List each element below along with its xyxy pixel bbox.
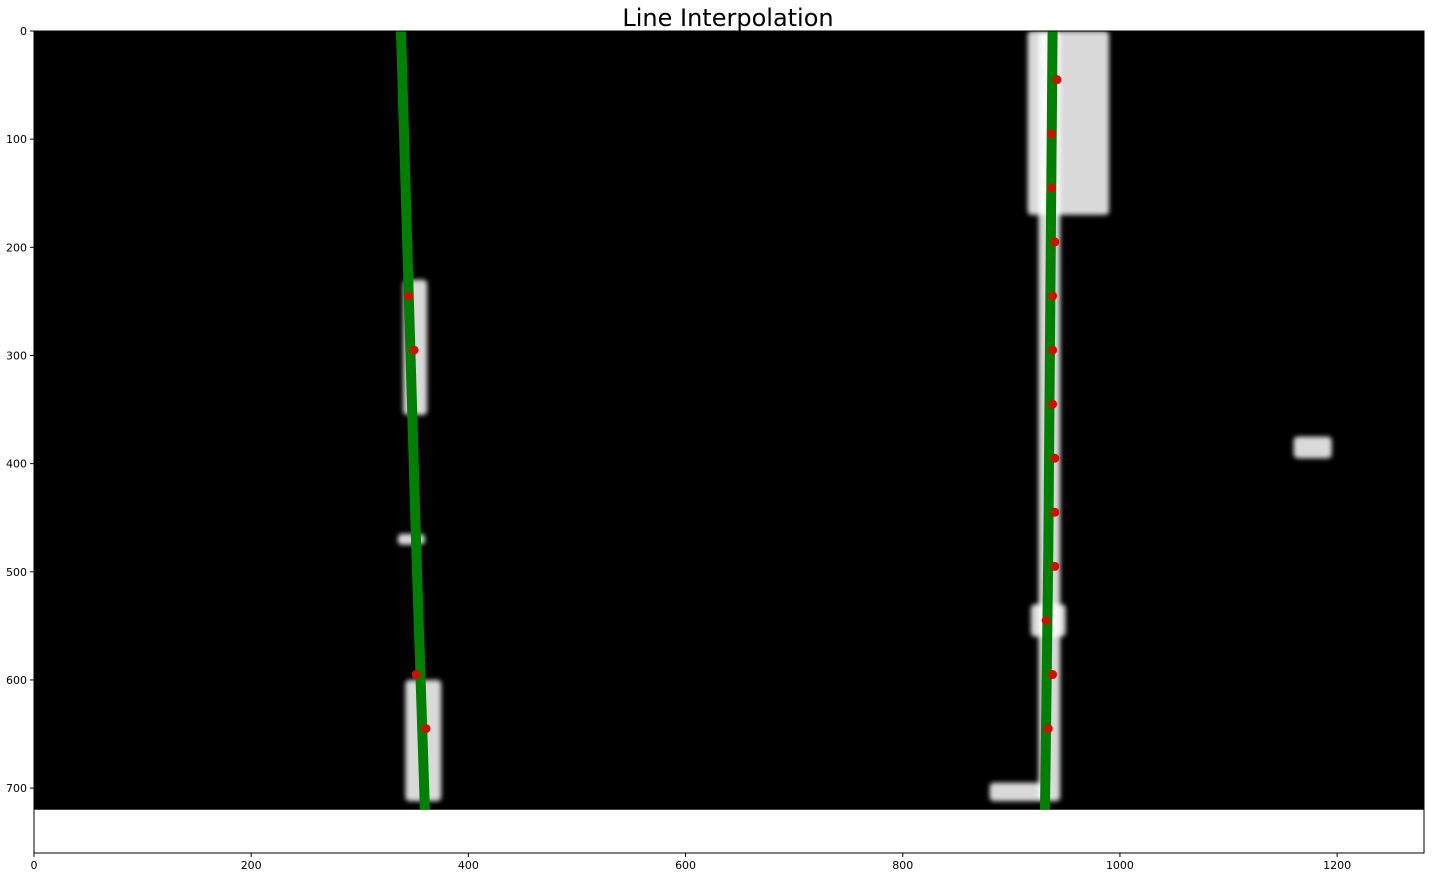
point-left-2	[411, 670, 421, 680]
y-tick-label-300: 300	[6, 349, 27, 362]
y-tick-label-0: 0	[20, 25, 27, 38]
image-background	[34, 31, 1424, 810]
x-tick-label-200: 200	[241, 859, 262, 872]
x-tick-label-400: 400	[458, 859, 479, 872]
point-right-5	[1048, 345, 1058, 355]
point-right-1	[1047, 129, 1057, 139]
x-tick-label-600: 600	[675, 859, 696, 872]
point-right-3	[1050, 237, 1060, 247]
axes: 0 200 400 600 800 1000 1200 0 100 200 300 400 500 600…	[6, 25, 1425, 872]
y-tick-label-500: 500	[6, 566, 27, 579]
lane-pixel-region-6	[989, 782, 1050, 802]
point-right-9	[1050, 561, 1060, 571]
point-right-7	[1050, 453, 1060, 463]
y-tick-label-200: 200	[6, 241, 27, 254]
axes-frame	[33, 30, 1425, 854]
x-tick-label-1000: 1000	[1106, 859, 1134, 872]
x-tick-label-800: 800	[892, 859, 913, 872]
y-tick-label-600: 600	[6, 674, 27, 687]
point-right-0	[1052, 75, 1062, 85]
point-left-0	[404, 291, 414, 301]
point-right-2	[1047, 183, 1057, 193]
point-left-1	[409, 345, 419, 355]
point-left-3	[421, 724, 431, 734]
x-tick-label-1200: 1200	[1323, 859, 1351, 872]
fitted-line-right	[1040, 30, 1058, 810]
point-right-8	[1050, 507, 1060, 517]
fitted-line-left	[396, 30, 430, 810]
y-tick-label-100: 100	[6, 133, 27, 146]
point-right-4	[1048, 291, 1058, 301]
lane-pixel-region-7	[1293, 436, 1332, 459]
y-tick-label-700: 700	[6, 782, 27, 795]
point-right-10	[1041, 615, 1051, 625]
point-right-12	[1043, 724, 1053, 734]
x-tick-label-0: 0	[31, 859, 38, 872]
point-right-6	[1048, 399, 1058, 409]
chart-title: Line Interpolation	[622, 4, 833, 32]
y-tick-label-400: 400	[6, 458, 27, 471]
point-right-11	[1048, 670, 1058, 680]
plot-area	[34, 30, 1424, 810]
